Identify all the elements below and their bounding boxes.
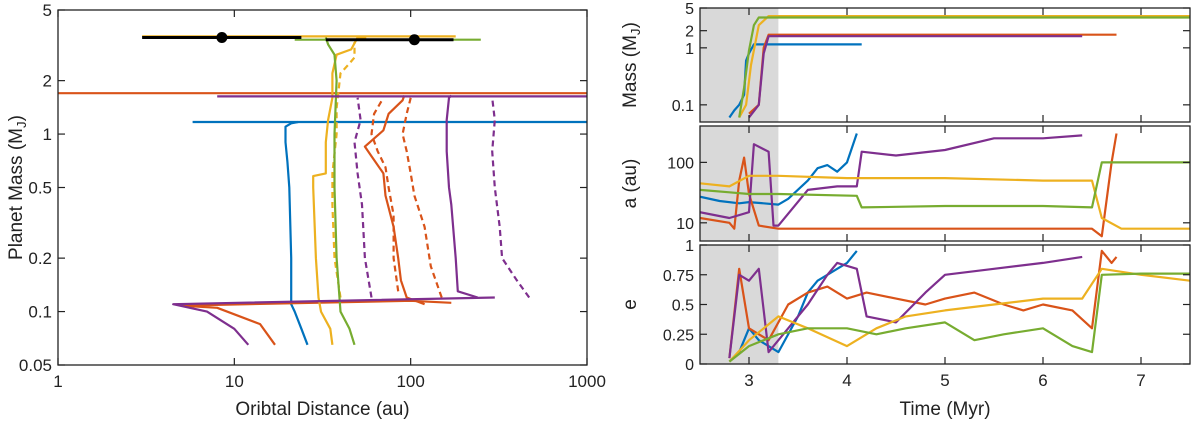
y-tick-label: 0.25 bbox=[663, 327, 694, 344]
series-blue bbox=[728, 250, 858, 363]
y-tick-label: 0.5 bbox=[672, 298, 694, 315]
left-axes-frame bbox=[57, 9, 588, 366]
y-tick-label: 0.2 bbox=[28, 249, 52, 268]
x-tick-label: 6 bbox=[1038, 371, 1047, 390]
series-green-solid bbox=[324, 37, 356, 346]
series-yellow bbox=[728, 267, 1190, 363]
y-axis-label: Planet Mass (MJ) bbox=[6, 115, 29, 260]
observed-planets bbox=[142, 31, 454, 46]
series-purple-solid-outer bbox=[445, 94, 479, 299]
y-tick-label: 0.75 bbox=[663, 268, 694, 285]
series-group bbox=[58, 35, 587, 346]
series-purple bbox=[700, 134, 1083, 227]
series-yellow bbox=[738, 15, 1190, 119]
left-panel-mass-vs-distance: 0.05 0.1 0.2 0.5 1 2 5 1 10 100 1000 Oribtal Distan… bbox=[6, 1, 606, 420]
right-panel-eccentricity-vs-time: 0 0.25 0.5 0.75 1 3 4 5 6 7 Time (Myr) e bbox=[620, 238, 1191, 420]
x-tick-label: 7 bbox=[1136, 371, 1145, 390]
series-purple bbox=[728, 255, 1083, 359]
series-group bbox=[728, 249, 1190, 363]
x-tick-label: 5 bbox=[940, 371, 949, 390]
right-panel-mass-vs-time: 0.1 12 5 Mass (MJ) bbox=[620, 1, 1191, 123]
observed-planet-point bbox=[216, 31, 228, 43]
y-tick-label: 0 bbox=[685, 357, 694, 374]
y-axis-label: e bbox=[620, 299, 641, 310]
series-purple-solid-inner bbox=[172, 296, 495, 346]
series-orange-dashed-1 bbox=[370, 97, 400, 292]
right-panel-semimajor-axis-vs-time: 10 100 a (au) bbox=[620, 125, 1191, 242]
x-tick-label: 1000 bbox=[568, 372, 606, 391]
y-tick-label: 0.1 bbox=[28, 303, 52, 322]
series-group bbox=[728, 15, 1190, 119]
y-tick-label: 1 bbox=[43, 125, 52, 144]
series-green bbox=[728, 272, 1190, 363]
observed-planet-point bbox=[408, 34, 420, 46]
y-axis-label: a (au) bbox=[620, 159, 641, 209]
series-orange-dashed-2 bbox=[401, 97, 443, 298]
series-purple-dashed-2 bbox=[491, 97, 531, 299]
x-tick-label: 10 bbox=[225, 372, 244, 391]
series-green bbox=[700, 161, 1190, 209]
series-green bbox=[738, 16, 1190, 118]
series-purple bbox=[748, 35, 1083, 119]
y-tick-label: 0.1 bbox=[672, 98, 694, 115]
series-orange bbox=[748, 33, 1117, 115]
x-tick-label: 3 bbox=[744, 371, 753, 390]
series-yellow-dashed bbox=[331, 42, 356, 298]
y-tick-label: 1 bbox=[685, 41, 694, 58]
y-tick-label: 0.05 bbox=[19, 356, 52, 375]
series-purple-dashed-1 bbox=[353, 97, 373, 298]
y-tick-label: 5 bbox=[43, 1, 52, 20]
y-tick-label: 0.5 bbox=[28, 179, 52, 198]
x-axis-label: Oribtal Distance (au) bbox=[235, 399, 409, 420]
series-orange-solid-inner bbox=[180, 299, 452, 346]
x-tick-label: 1 bbox=[53, 372, 62, 391]
x-tick-label: 4 bbox=[842, 371, 851, 390]
x-axis-label: Time (Myr) bbox=[899, 399, 990, 420]
series-orange bbox=[728, 249, 1118, 359]
series-group bbox=[700, 133, 1190, 238]
x-tick-label: 100 bbox=[396, 372, 424, 391]
y-tick-label: 10 bbox=[676, 216, 694, 233]
y-tick-label: 100 bbox=[667, 155, 694, 172]
y-tick-label: 1 bbox=[685, 238, 694, 255]
y-tick-label: 2 bbox=[43, 72, 52, 91]
series-yellow-solid bbox=[312, 36, 367, 345]
series-orange bbox=[700, 133, 1118, 238]
y-tick-label: 2 bbox=[685, 24, 694, 41]
y-axis-label: Mass (MJ) bbox=[620, 22, 643, 108]
series-orange-solid-outer bbox=[363, 95, 425, 306]
series-yellow bbox=[700, 174, 1190, 230]
y-tick-label: 5 bbox=[685, 1, 694, 18]
series-blue-solid bbox=[284, 120, 309, 346]
